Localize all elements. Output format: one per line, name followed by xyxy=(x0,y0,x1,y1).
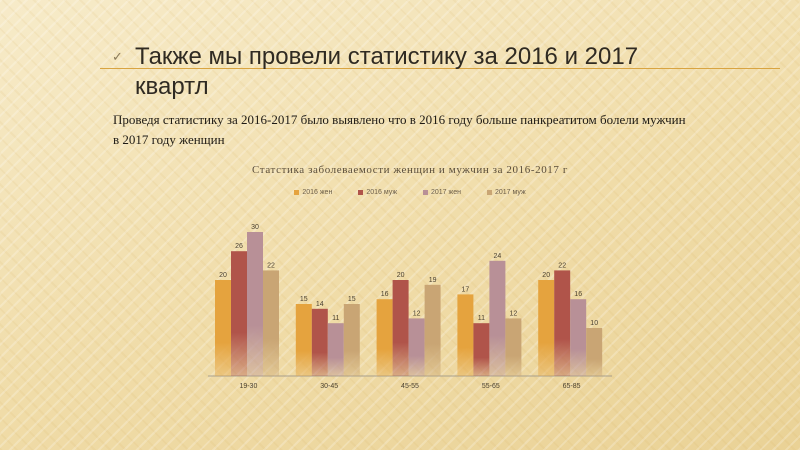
legend-item: 2017 жен xyxy=(423,185,461,199)
bar xyxy=(231,251,247,376)
x-tick-label: 30-45 xyxy=(320,383,338,390)
x-tick-label: 45-55 xyxy=(401,383,419,390)
data-label: 16 xyxy=(381,291,389,298)
x-tick-label: 19-30 xyxy=(239,383,257,390)
legend-label: 2016 муж xyxy=(366,188,397,196)
legend-item: 2017 муж xyxy=(486,185,526,199)
bar xyxy=(538,280,555,376)
x-tick-label: 55-65 xyxy=(482,383,500,390)
bar xyxy=(263,270,279,376)
chart-legend: 2016 жен 2016 муж 2017 жен 2017 муж xyxy=(200,185,620,199)
legend-label: 2017 жен xyxy=(431,188,461,196)
bar xyxy=(489,260,506,376)
bar xyxy=(295,304,312,376)
legend-label: 2017 муж xyxy=(494,188,526,196)
data-label: 20 xyxy=(542,272,550,279)
data-label: 14 xyxy=(316,301,324,308)
data-label: 16 xyxy=(574,291,582,298)
legend-swatch xyxy=(358,189,364,195)
bar xyxy=(343,304,360,376)
chart-title: Статстика заболеваемости женщин и мужчин… xyxy=(252,164,568,176)
check-bullet-icon: ✓ xyxy=(112,50,123,65)
data-label: 10 xyxy=(590,320,598,327)
legend-swatch xyxy=(486,189,492,195)
bar xyxy=(473,323,490,376)
slide-body-text: Проведя статистику за 2016-2017 было выя… xyxy=(113,112,686,147)
title-rule xyxy=(100,68,780,69)
bar xyxy=(554,270,571,376)
data-label: 15 xyxy=(300,296,308,303)
data-label: 12 xyxy=(413,310,421,317)
legend-item: 2016 жен xyxy=(294,185,332,199)
data-label: 12 xyxy=(510,310,518,317)
legend-swatch xyxy=(294,189,300,195)
data-label: 22 xyxy=(558,262,566,269)
data-label: 22 xyxy=(267,262,275,269)
legend-swatch xyxy=(423,189,428,195)
data-label: 11 xyxy=(478,315,485,322)
bar xyxy=(586,328,603,376)
data-label: 17 xyxy=(462,286,470,293)
data-label: 30 xyxy=(251,224,259,231)
legend-label: 2016 жен xyxy=(302,188,333,196)
data-label: 26 xyxy=(235,243,243,250)
bar xyxy=(457,294,474,376)
data-label: 19 xyxy=(429,277,437,284)
slide-title: Также мы провели статистику за 2016 и 20… xyxy=(135,43,639,100)
x-tick-label: 65-85 xyxy=(563,383,581,390)
bar xyxy=(376,299,393,376)
bar xyxy=(570,299,587,376)
legend-item: 2016 муж xyxy=(358,185,397,199)
bar xyxy=(327,323,344,376)
bar xyxy=(392,280,409,376)
bar xyxy=(215,280,231,376)
bar xyxy=(311,308,328,376)
data-label: 15 xyxy=(348,296,356,303)
bar xyxy=(247,232,263,376)
data-label: 20 xyxy=(219,272,227,279)
bar xyxy=(424,284,441,376)
data-label: 20 xyxy=(397,272,405,279)
bar xyxy=(505,318,522,376)
data-label: 24 xyxy=(494,253,502,260)
data-label: 11 xyxy=(332,315,339,322)
bar xyxy=(408,318,425,376)
